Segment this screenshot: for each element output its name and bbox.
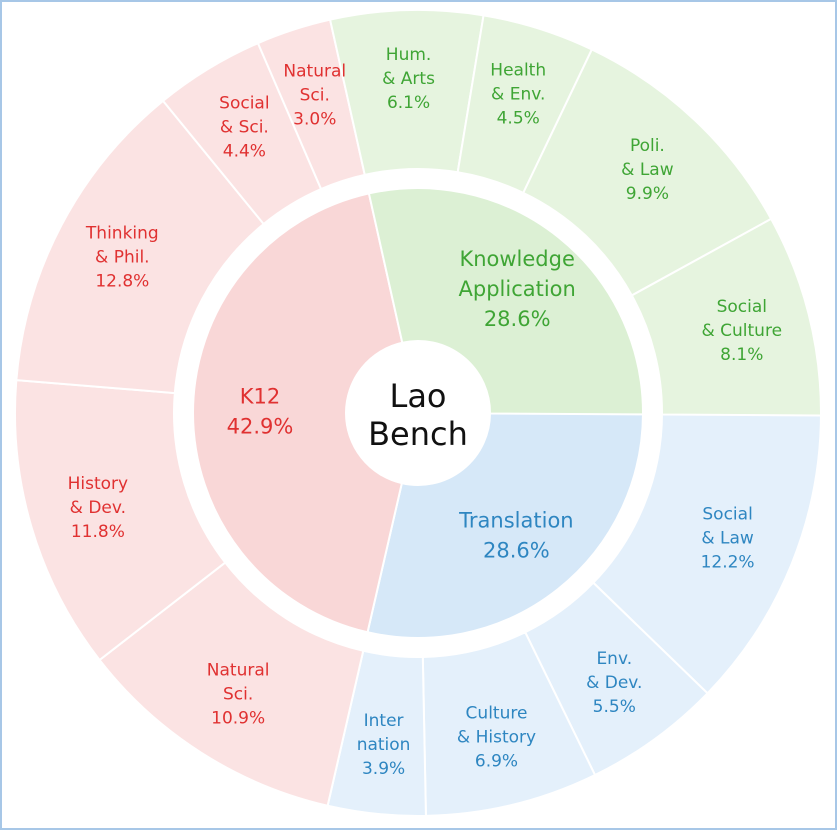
outer-translation-4-label: nation bbox=[357, 735, 411, 755]
outer-knowledge-application-2-label: Health bbox=[490, 60, 546, 80]
center-label-line-2: Bench bbox=[368, 415, 468, 453]
outer-translation-4-label: Inter bbox=[364, 711, 404, 731]
outer-translation-4-value: 3.9% bbox=[362, 759, 405, 779]
outer-translation-1-label: & Law bbox=[701, 528, 754, 548]
outer-k12-1-value: 10.9% bbox=[211, 708, 265, 728]
labels: Translation 28.6% Social & Law 12.2% Env. & De… bbox=[68, 45, 782, 779]
outer-translation-2-label: & Dev. bbox=[586, 673, 642, 693]
outer-k12-1-label: Sci. bbox=[223, 684, 253, 704]
inner-segment-knowledge-application bbox=[367, 187, 644, 416]
outer-knowledge-application-4-label: Social bbox=[717, 297, 767, 317]
outer-segment-knowledge-application-4 bbox=[630, 217, 822, 417]
outer-translation-1-label: Social bbox=[702, 504, 752, 524]
outer-knowledge-application-1-label: Hum. bbox=[386, 45, 432, 65]
outer-k12-4-label: & Sci. bbox=[220, 118, 269, 138]
outer-knowledge-application-1-value: 6.1% bbox=[387, 93, 430, 113]
outer-knowledge-application-3-label: Poli. bbox=[630, 136, 665, 156]
outer-translation-3-label: & History bbox=[457, 728, 536, 748]
inner-translation-value: 28.6% bbox=[483, 539, 550, 563]
outer-k12-2-label: History bbox=[68, 474, 128, 494]
outer-translation-1-value: 12.2% bbox=[701, 552, 755, 572]
outer-k12-4-label: Social bbox=[219, 94, 269, 114]
inner-ring bbox=[192, 187, 645, 639]
outer-translation-3-label: Culture bbox=[466, 704, 528, 724]
inner-segment-translation bbox=[366, 412, 645, 639]
outer-ring bbox=[14, 9, 823, 817]
center-circle bbox=[347, 342, 489, 484]
outer-k12-3-value: 12.8% bbox=[95, 272, 149, 292]
outer-knowledge-application-4-label: & Culture bbox=[701, 321, 782, 341]
outer-knowledge-application-3-label: & Law bbox=[621, 160, 674, 180]
outer-knowledge-application-2-value: 4.5% bbox=[497, 108, 540, 128]
inner-knowledge-application-label: Application bbox=[459, 277, 576, 301]
outer-k12-5-label: Natural bbox=[283, 61, 346, 81]
outer-knowledge-application-2-label: & Env. bbox=[491, 84, 545, 104]
inner-segment-k12 bbox=[192, 192, 404, 634]
outer-k12-2-value: 11.8% bbox=[71, 522, 125, 542]
outer-k12-3-label: Thinking bbox=[85, 224, 159, 244]
outer-translation-2-value: 5.5% bbox=[593, 697, 636, 717]
outer-translation-3-value: 6.9% bbox=[475, 752, 518, 772]
inner-k12-label: K12 bbox=[240, 385, 281, 409]
outer-knowledge-application-4-value: 8.1% bbox=[720, 345, 763, 365]
outer-k12-1-label: Natural bbox=[207, 660, 270, 680]
inner-knowledge-application-value: 28.6% bbox=[484, 307, 551, 331]
outer-k12-2-label: & Dev. bbox=[70, 498, 126, 518]
outer-k12-3-label: & Phil. bbox=[95, 248, 150, 268]
outer-k12-4-value: 4.4% bbox=[223, 142, 266, 162]
outer-k12-5-label: Sci. bbox=[300, 85, 330, 105]
outer-k12-5-value: 3.0% bbox=[293, 109, 336, 129]
center-label-line-1: Lao bbox=[389, 377, 446, 415]
outer-translation-2-label: Env. bbox=[596, 649, 632, 669]
inner-knowledge-application-label: Knowledge bbox=[459, 247, 574, 271]
outer-knowledge-application-1-label: & Arts bbox=[382, 69, 435, 89]
inner-k12-value: 42.9% bbox=[227, 415, 294, 439]
outer-knowledge-application-3-value: 9.9% bbox=[626, 184, 669, 204]
inner-translation-label: Translation bbox=[458, 509, 573, 533]
